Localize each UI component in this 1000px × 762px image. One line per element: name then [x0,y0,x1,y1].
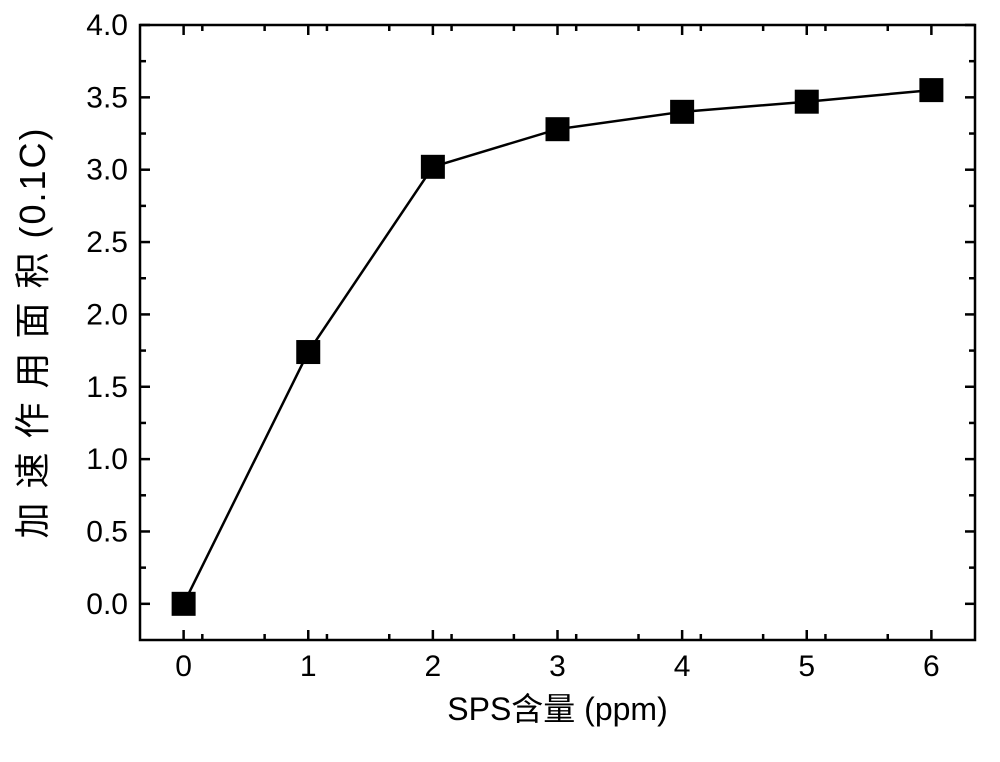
y-tick-label: 0.0 [86,588,128,621]
series-line [184,90,932,604]
x-tick-label: 4 [674,650,691,683]
y-tick-label: 3.0 [86,154,128,187]
data-marker [795,90,819,114]
x-tick-label: 3 [549,650,566,683]
data-marker [421,155,445,179]
y-tick-label: 2.0 [86,298,128,331]
y-tick-label: 4.0 [86,9,128,42]
chart-container: 0 1 2 3 4 5 6 0.0 0.5 1.0 1.5 2.0 2.5 3.0 3.5 4.0 SPS含量 … [0,0,1000,762]
x-tick-label: 0 [175,650,192,683]
x-axis-label: SPS含量 (ppm) [447,691,668,727]
x-tick-label: 1 [300,650,317,683]
y-tick-label: 3.5 [86,81,128,114]
data-marker [919,78,943,102]
data-marker [172,592,196,616]
y-tick-label: 0.5 [86,515,128,548]
data-marker [546,117,570,141]
data-marker [670,100,694,124]
y-tick-label: 2.5 [86,226,128,259]
y-axis-label: 加 速 作 用 面 积 (0.1C) [12,126,53,538]
x-tick-label: 2 [425,650,442,683]
x-tick-label: 5 [798,650,815,683]
data-marker [296,340,320,364]
y-tick-label: 1.5 [86,371,128,404]
x-tick-label: 6 [923,650,940,683]
y-tick-label: 1.0 [86,443,128,476]
chart-svg: 0 1 2 3 4 5 6 0.0 0.5 1.0 1.5 2.0 2.5 3.0 3.5 4.0 SPS含量 … [0,0,1000,762]
